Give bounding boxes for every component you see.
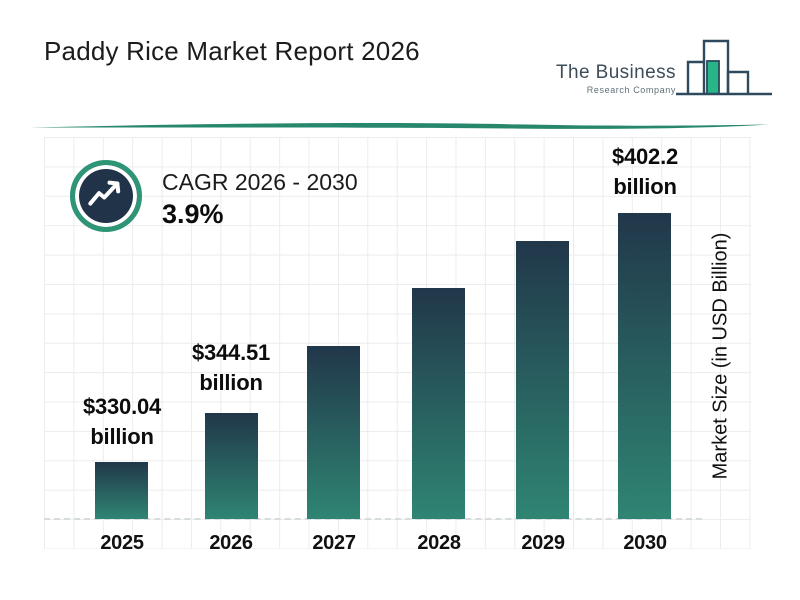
x-axis-baseline [44, 518, 702, 520]
x-tick-2029: 2029 [521, 532, 565, 554]
x-tick-2027: 2027 [312, 532, 356, 554]
value-unit: billion [199, 370, 263, 395]
logo-name-line1: The Business [556, 62, 676, 83]
page-title: Paddy Rice Market Report 2026 [44, 36, 420, 66]
bar-chart-skyline-icon [674, 35, 774, 112]
company-logo: The Business Research Company [556, 26, 772, 112]
trend-up-arrow-icon [79, 167, 133, 226]
value-unit: billion [90, 424, 154, 449]
value-amount: $330.04 [82, 394, 162, 419]
divider [28, 120, 772, 134]
bar-2030 [618, 213, 671, 519]
x-tick-2026: 2026 [209, 532, 253, 554]
x-tick-2025: 2025 [100, 532, 144, 554]
y-axis-label: Market Size (in USD Billion) [709, 232, 732, 480]
bar-2029 [516, 241, 569, 519]
company-logo-text: The Business Research Company [556, 62, 676, 112]
bar-2028 [412, 288, 465, 519]
value-label-2026: $344.51 billion [146, 338, 316, 398]
logo-name-line2: Research Company [586, 85, 676, 95]
value-amount: $344.51 [191, 340, 271, 365]
value-label-2025: $330.04 billion [37, 392, 207, 452]
value-label-2030: $402.2 billion [560, 142, 730, 202]
bar-2026 [205, 413, 258, 519]
bar-2025 [95, 462, 148, 519]
x-tick-2028: 2028 [417, 532, 461, 554]
bar-2027 [307, 346, 360, 519]
cagr-label: CAGR 2026 - 2030 [162, 169, 358, 195]
cagr-badge [70, 160, 142, 232]
value-amount: $402.2 [611, 144, 679, 169]
value-unit: billion [613, 174, 677, 199]
x-tick-2030: 2030 [623, 532, 667, 554]
cagr-value: 3.9% [162, 199, 224, 229]
